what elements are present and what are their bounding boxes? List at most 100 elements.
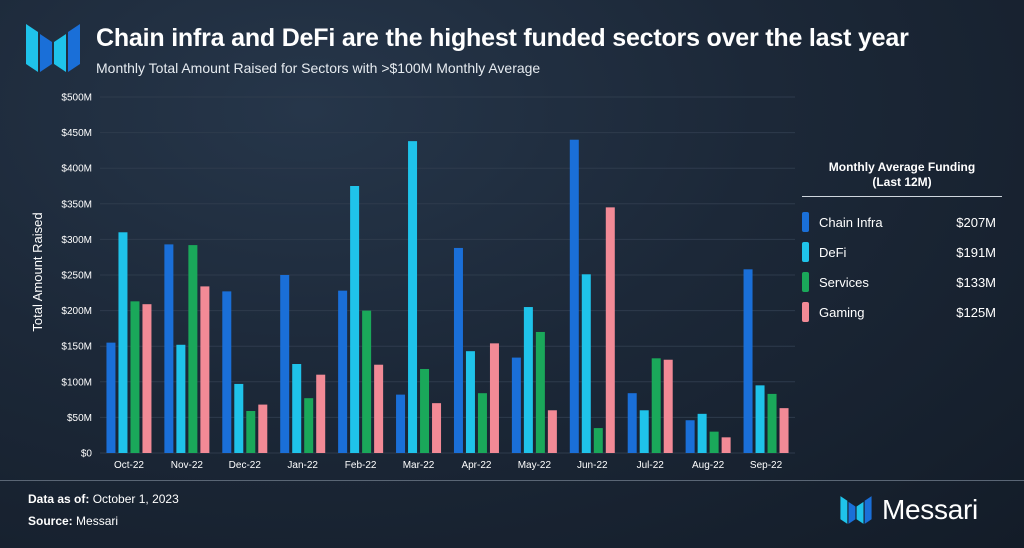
legend-item-services: Services $133M xyxy=(802,267,1002,297)
x-tick-label: Jul-22 xyxy=(637,460,665,471)
legend-item-defi: DeFi $191M xyxy=(802,237,1002,267)
legend-title-line1: Monthly Average Funding xyxy=(828,160,976,174)
bar-gaming xyxy=(663,359,673,453)
bar-defi xyxy=(350,186,360,453)
bar-services xyxy=(362,310,372,453)
legend-swatch-gaming xyxy=(802,302,809,322)
legend-title: Monthly Average Funding (Last 12M) xyxy=(802,160,1002,197)
bar-services xyxy=(709,431,719,453)
bar-defi xyxy=(408,141,418,454)
x-tick-label: May-22 xyxy=(518,460,552,471)
x-tick-label: Nov-22 xyxy=(171,460,204,471)
bar-defi xyxy=(118,232,128,453)
bar-chain-infra xyxy=(453,247,463,453)
messari-brand-icon xyxy=(840,496,872,524)
bar-chain-infra xyxy=(743,269,753,453)
chart-subtitle: Monthly Total Amount Raised for Sectors … xyxy=(96,60,541,76)
bar-gaming xyxy=(605,207,615,453)
bar-services xyxy=(130,301,140,453)
y-tick-label: $500M xyxy=(61,93,92,104)
footer-data-date: Data as of: October 1, 2023 xyxy=(28,492,179,506)
y-axis-label: Total Amount Raised xyxy=(30,212,45,331)
bar-gaming xyxy=(142,304,152,453)
bar-chain-infra xyxy=(164,244,174,453)
legend-label: Chain Infra xyxy=(819,214,883,230)
y-tick-label: $350M xyxy=(61,199,92,210)
y-tick-label: $400M xyxy=(61,164,92,175)
bar-gaming xyxy=(258,404,268,453)
bar-defi xyxy=(292,364,302,453)
y-tick-label: $250M xyxy=(61,271,92,282)
bar-services xyxy=(477,393,487,453)
bar-chain-infra xyxy=(627,393,637,453)
legend-label: DeFi xyxy=(819,244,847,260)
bar-chain-infra xyxy=(106,342,116,453)
x-tick-label: Aug-22 xyxy=(692,460,725,471)
bar-services xyxy=(246,410,256,453)
bar-defi xyxy=(234,383,244,453)
legend-item-gaming: Gaming $125M xyxy=(802,297,1002,327)
bar-services xyxy=(535,331,545,453)
footer-date-value: October 1, 2023 xyxy=(92,492,179,506)
legend-swatch-services xyxy=(802,272,809,292)
x-tick-label: Jun-22 xyxy=(577,460,608,471)
footer-source-label: Source: xyxy=(28,514,73,528)
bar-defi xyxy=(755,385,765,453)
legend-item-chain-infra: Chain Infra $207M xyxy=(802,207,1002,237)
legend-title-line2: (Last 12M) xyxy=(872,175,932,189)
bar-chain-infra xyxy=(511,357,521,453)
legend: Monthly Average Funding (Last 12M) Chain… xyxy=(802,160,1002,327)
x-tick-label: Mar-22 xyxy=(403,460,435,471)
legend-value: $191M xyxy=(956,244,996,260)
footer-date-label: Data as of: xyxy=(28,492,90,506)
chart-title: Chain infra and DeFi are the highest fun… xyxy=(96,24,909,52)
bar-chain-infra xyxy=(222,291,232,453)
footer-source-value: Messari xyxy=(76,514,119,528)
bar-chain-infra xyxy=(338,290,348,453)
legend-label: Services xyxy=(819,274,869,290)
x-tick-label: Sep-22 xyxy=(750,460,783,471)
bar-defi xyxy=(581,274,591,453)
y-tick-label: $50M xyxy=(67,413,92,424)
x-axis-ticks: Oct-22 Nov-22 Dec-22 Jan-22 Feb-22 Mar-22 Apr-… xyxy=(114,460,783,471)
footer-divider xyxy=(0,480,1024,481)
legend-value: $207M xyxy=(956,214,996,230)
bar-gaming xyxy=(547,410,557,453)
brand-name: Messari xyxy=(882,494,978,525)
bar-gaming xyxy=(374,364,384,453)
bar-chain-infra xyxy=(685,420,695,453)
legend-label: Gaming xyxy=(819,304,865,320)
legend-value: $125M xyxy=(956,304,996,320)
bar-services xyxy=(420,368,430,453)
y-axis-ticks: $0 $50M $100M $150M $200M $250M $300M $350M $400… xyxy=(61,93,92,460)
bar-gaming xyxy=(316,374,326,453)
bar-defi xyxy=(176,344,186,453)
legend-value: $133M xyxy=(956,274,996,290)
legend-swatch-defi xyxy=(802,242,809,262)
y-tick-label: $150M xyxy=(61,342,92,353)
x-tick-label: Feb-22 xyxy=(345,460,377,471)
bar-chain-infra xyxy=(280,275,290,453)
bar-gaming xyxy=(489,343,499,453)
grid-lines xyxy=(100,96,795,454)
bar-gaming xyxy=(779,408,789,453)
y-tick-label: $0 xyxy=(81,449,93,460)
bar-chain-infra xyxy=(569,139,579,453)
bar-services xyxy=(651,358,661,453)
brand-block: Messari xyxy=(838,494,978,526)
bar-defi xyxy=(523,307,533,453)
bar-gaming xyxy=(721,437,731,453)
bar-defi xyxy=(639,410,649,453)
legend-swatch-chain-infra xyxy=(802,212,809,232)
x-tick-label: Oct-22 xyxy=(114,460,144,471)
bar-defi xyxy=(465,351,475,453)
y-tick-label: $450M xyxy=(61,128,92,139)
bar-services xyxy=(304,398,314,453)
footer-source: Source: Messari xyxy=(28,514,118,528)
messari-logo-icon xyxy=(26,24,80,72)
bars xyxy=(106,139,789,454)
bar-chain-infra xyxy=(396,394,406,453)
y-tick-label: $300M xyxy=(61,235,92,246)
bar-defi xyxy=(697,413,707,453)
bar-services xyxy=(188,245,198,453)
